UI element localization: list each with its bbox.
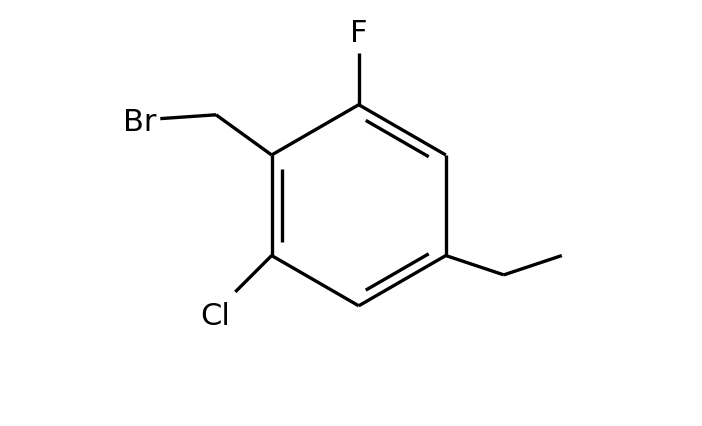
Text: Cl: Cl [200, 302, 230, 331]
Text: F: F [350, 19, 367, 48]
Text: Br: Br [123, 108, 157, 137]
